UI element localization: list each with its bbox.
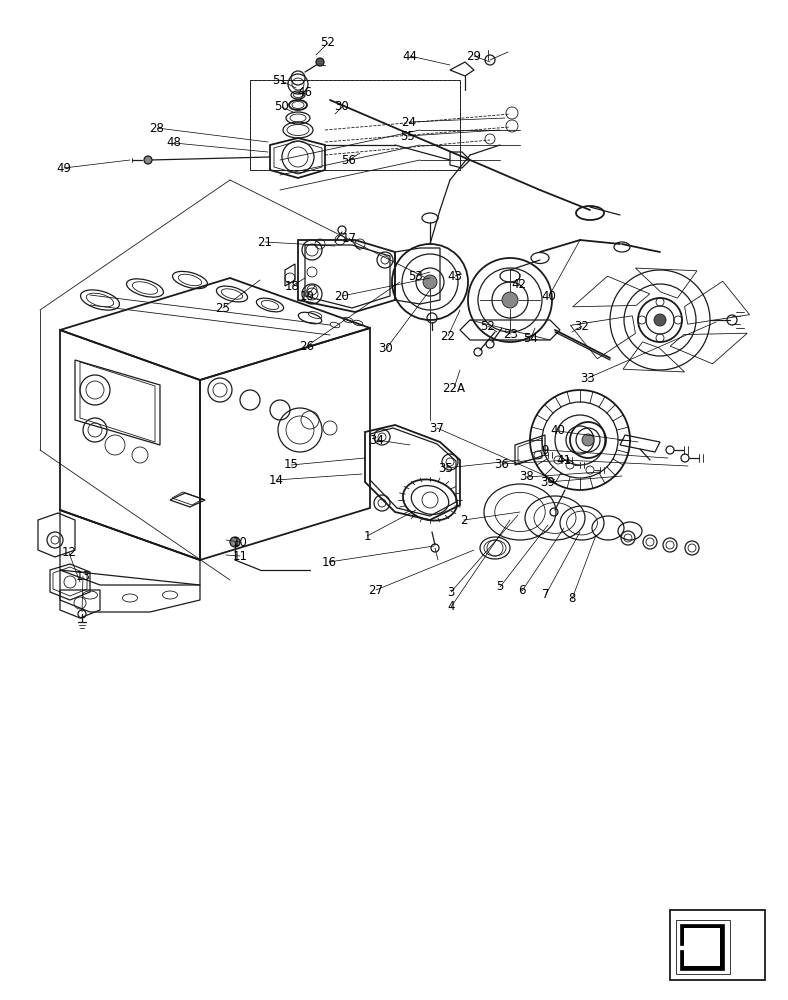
Bar <box>670 910 765 980</box>
Text: 44: 44 <box>403 49 418 62</box>
Text: 10: 10 <box>232 536 247 548</box>
Text: 56: 56 <box>341 153 356 166</box>
Text: 15: 15 <box>284 458 299 472</box>
Text: 6: 6 <box>519 584 526 597</box>
Text: 22: 22 <box>440 330 455 342</box>
Text: 48: 48 <box>166 136 181 149</box>
Text: 3: 3 <box>448 585 455 598</box>
Text: 28: 28 <box>150 121 165 134</box>
Text: 11: 11 <box>232 550 247 562</box>
Circle shape <box>423 275 437 289</box>
Text: 7: 7 <box>542 587 550 600</box>
Text: 26: 26 <box>299 340 314 353</box>
Text: 52: 52 <box>481 320 496 332</box>
Circle shape <box>316 58 324 66</box>
Text: 18: 18 <box>284 279 299 292</box>
Text: 29: 29 <box>466 49 481 62</box>
Text: 49: 49 <box>57 161 72 174</box>
Text: 36: 36 <box>495 458 509 471</box>
Text: 27: 27 <box>369 584 384 596</box>
Text: 19: 19 <box>299 290 314 302</box>
Text: 13: 13 <box>76 570 91 582</box>
Text: 35: 35 <box>439 462 453 475</box>
Text: 2: 2 <box>460 514 468 526</box>
Text: 17: 17 <box>341 232 356 244</box>
Text: 30: 30 <box>335 101 349 113</box>
Text: 43: 43 <box>448 269 463 282</box>
Circle shape <box>582 434 594 446</box>
Text: 16: 16 <box>322 556 336 568</box>
Text: 51: 51 <box>273 74 288 87</box>
Polygon shape <box>676 920 730 974</box>
Text: 8: 8 <box>568 592 576 605</box>
Circle shape <box>230 537 240 547</box>
Bar <box>250 80 460 170</box>
Polygon shape <box>684 935 720 952</box>
Text: 54: 54 <box>523 332 538 344</box>
Text: 25: 25 <box>216 302 230 314</box>
Text: 9: 9 <box>541 444 548 456</box>
Polygon shape <box>684 928 720 966</box>
Text: 38: 38 <box>519 471 534 484</box>
Text: 34: 34 <box>370 434 385 446</box>
Text: 12: 12 <box>61 546 76 560</box>
Text: 41: 41 <box>556 454 571 466</box>
Text: 52: 52 <box>321 36 336 49</box>
Text: 37: 37 <box>429 422 444 434</box>
Text: 20: 20 <box>335 290 349 302</box>
Text: 5: 5 <box>496 580 504 593</box>
Text: 21: 21 <box>258 235 273 248</box>
Circle shape <box>144 156 152 164</box>
Text: 46: 46 <box>298 87 313 100</box>
Text: 24: 24 <box>402 115 417 128</box>
Text: 55: 55 <box>400 129 415 142</box>
Text: 32: 32 <box>574 320 589 332</box>
Bar <box>250 80 460 170</box>
Text: 22A: 22A <box>443 381 466 394</box>
Circle shape <box>654 314 666 326</box>
Text: 40: 40 <box>541 290 556 302</box>
Text: 1: 1 <box>363 530 370 542</box>
Circle shape <box>502 292 518 308</box>
Text: 30: 30 <box>378 342 393 356</box>
Text: 53: 53 <box>409 269 423 282</box>
Text: 33: 33 <box>581 371 596 384</box>
Text: 14: 14 <box>269 474 284 487</box>
Text: 39: 39 <box>541 476 556 488</box>
Text: 40: 40 <box>551 424 566 438</box>
Bar <box>676 920 730 974</box>
Text: 42: 42 <box>511 277 526 290</box>
Polygon shape <box>680 924 724 970</box>
Text: 4: 4 <box>448 600 455 613</box>
Text: 50: 50 <box>275 101 289 113</box>
Text: 23: 23 <box>504 328 519 340</box>
